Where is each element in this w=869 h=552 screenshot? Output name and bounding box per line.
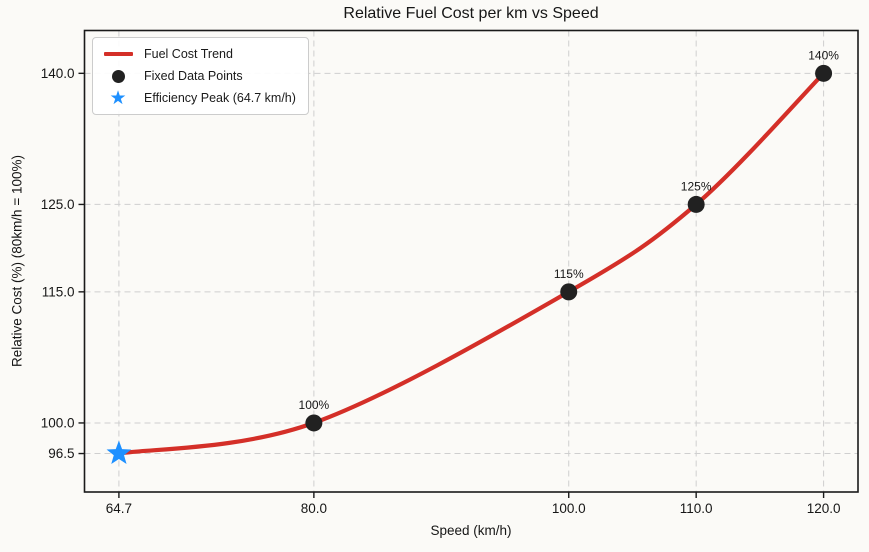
legend-label: Efficiency Peak (64.7 km/h) [144, 91, 296, 105]
y-axis-label: Relative Cost (%) (80km/h = 100%) [9, 155, 25, 367]
x-tick-label: 80.0 [301, 501, 327, 516]
x-tick-label: 64.7 [106, 501, 132, 516]
x-tick-label: 110.0 [680, 501, 713, 516]
y-tick-label: 96.5 [48, 446, 74, 461]
x-tick-label: 100.0 [552, 501, 586, 516]
y-tick-label: 125.0 [41, 197, 75, 212]
trend-line-swatch-icon [100, 52, 136, 56]
legend-item-fuel-cost-trend: Fuel Cost Trend [100, 43, 296, 65]
data-point-annotation: 125% [681, 179, 712, 193]
y-tick-label: 100.0 [41, 415, 75, 430]
y-tick-label: 140.0 [41, 66, 75, 81]
data-point-marker [687, 195, 705, 213]
x-tick-label: 120.0 [807, 501, 841, 516]
data-point-annotation: 115% [554, 267, 584, 281]
plot-border [83, 29, 859, 493]
legend-item-fixed-data-points: Fixed Data Points [100, 65, 296, 87]
efficiency-peak-swatch-icon: ★ [100, 89, 136, 108]
black-circle-icon [111, 69, 125, 83]
legend: Fuel Cost Trend Fixed Data Points ★ Effi… [92, 37, 309, 115]
legend-label: Fixed Data Points [144, 69, 243, 83]
data-point-annotation: 140% [808, 48, 839, 62]
blue-star-icon: ★ [109, 87, 127, 109]
chart-title: Relative Fuel Cost per km vs Speed [343, 5, 599, 22]
red-line-icon [103, 52, 133, 56]
data-point-annotation: 100% [299, 398, 330, 412]
fuel-cost-trend-line [116, 71, 826, 456]
data-point-marker [305, 414, 323, 432]
data-point-swatch-icon [100, 69, 136, 83]
legend-label: Fuel Cost Trend [144, 47, 233, 61]
y-tick-label: 115.0 [42, 284, 75, 299]
legend-item-efficiency-peak: ★ Efficiency Peak (64.7 km/h) [100, 87, 296, 109]
x-axis-label: Speed (km/h) [430, 523, 512, 538]
efficiency-peak-star-marker [106, 440, 132, 465]
data-point-marker [560, 283, 578, 301]
data-point-marker [815, 64, 833, 82]
